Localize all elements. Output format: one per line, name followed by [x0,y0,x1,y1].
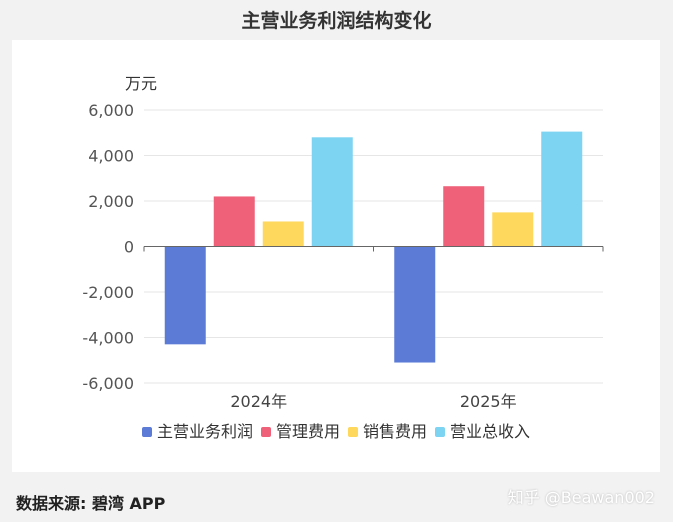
y-tick-label: 4,000 [88,147,134,166]
y-axis-label: 万元 [125,74,157,93]
y-tick-label: 2,000 [88,192,134,211]
bar [541,131,583,247]
y-tick-label: -4,000 [82,329,134,348]
legend-label: 管理费用 [276,422,340,441]
y-tick-label: -6,000 [82,374,134,393]
bar-chart: 万元 6,000 4,000 2,000 0 -2,000 -4,000 -6,000 2024… [82,74,604,441]
data-source-note: 数据来源: 碧湾 APP [16,494,166,513]
legend-swatch [435,427,445,437]
bar [394,246,436,363]
bar [164,246,206,345]
bar [492,212,534,247]
y-tick-label: 6,000 [88,101,134,120]
y-tick-label: -2,000 [82,283,134,302]
legend-swatch [348,427,358,437]
bar [262,221,304,247]
chart-panel: 万元 6,000 4,000 2,000 0 -2,000 -4,000 -6,000 2024… [12,40,660,472]
y-tick-label: 0 [124,238,134,257]
bar [311,137,353,247]
legend-swatch [142,427,152,437]
x-tick-label: 2025年 [460,392,517,411]
x-tick-label: 2024年 [230,392,287,411]
author-credit: 知乎 @Beawan002 [507,488,655,507]
legend-label: 主营业务利润 [157,422,253,441]
legend-label: 营业总收入 [450,422,530,441]
legend-label: 销售费用 [363,422,427,441]
legend-swatch [261,427,271,437]
bar [443,186,485,247]
chart-title: 主营业务利润结构变化 [241,10,432,32]
bar [213,196,255,247]
